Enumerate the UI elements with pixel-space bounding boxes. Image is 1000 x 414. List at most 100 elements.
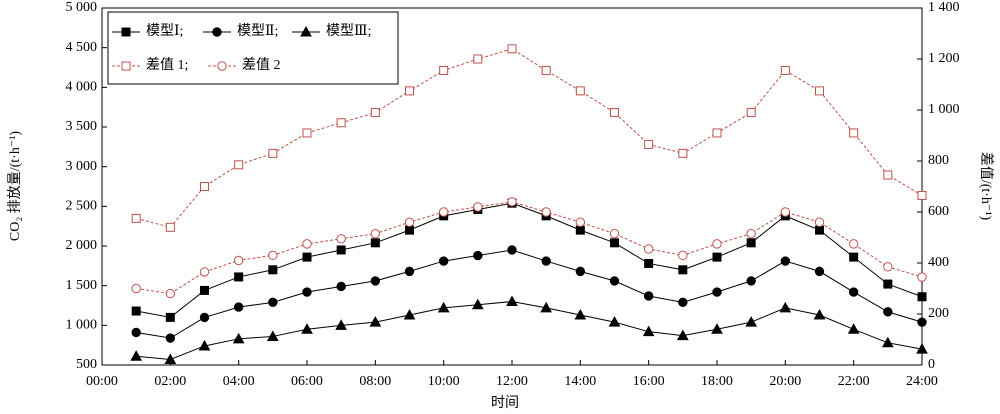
marker xyxy=(610,238,619,248)
x-tick-label: 12:00 xyxy=(496,374,528,389)
marker xyxy=(609,276,620,286)
marker xyxy=(883,170,893,180)
marker xyxy=(610,108,619,118)
marker xyxy=(848,287,859,297)
marker xyxy=(217,61,227,71)
y-tick-label: 4 500 xyxy=(66,40,98,55)
marker xyxy=(814,217,825,227)
marker xyxy=(370,108,380,118)
y-tick-label: 3 000 xyxy=(66,159,98,174)
y-tick-label: 1 500 xyxy=(66,278,98,293)
marker xyxy=(233,255,244,266)
series-line xyxy=(136,201,923,295)
marker xyxy=(336,245,346,255)
marker xyxy=(712,128,722,138)
marker xyxy=(849,252,859,262)
marker xyxy=(473,202,483,212)
marker xyxy=(131,306,141,316)
marker xyxy=(233,302,244,312)
x-tick-label: 06:00 xyxy=(291,374,323,389)
marker xyxy=(746,276,756,286)
marker xyxy=(302,128,312,138)
marker xyxy=(130,350,143,361)
marker xyxy=(541,256,551,266)
marker xyxy=(370,228,381,239)
x-tick-label: 10:00 xyxy=(428,374,460,389)
marker xyxy=(268,297,278,308)
marker xyxy=(507,44,517,54)
marker xyxy=(439,65,449,75)
marker xyxy=(131,213,141,223)
marker xyxy=(212,27,222,37)
marker xyxy=(164,353,177,364)
marker xyxy=(917,190,927,200)
marker xyxy=(917,272,927,282)
marker xyxy=(815,86,824,96)
series-line xyxy=(136,301,923,360)
marker xyxy=(165,222,175,232)
x-tick-label: 24:00 xyxy=(906,374,938,389)
marker xyxy=(644,258,654,268)
x-tick-label: 00:00 xyxy=(86,374,118,389)
marker xyxy=(746,108,756,118)
marker xyxy=(815,225,824,235)
marker xyxy=(643,244,654,254)
marker xyxy=(405,225,414,235)
marker xyxy=(232,332,245,344)
x-tick-label: 20:00 xyxy=(769,374,801,389)
marker xyxy=(370,276,381,286)
marker xyxy=(541,65,551,75)
legend-label: 差值 2 xyxy=(242,57,281,73)
marker xyxy=(779,301,792,313)
marker xyxy=(471,298,484,310)
x-tick-label: 02:00 xyxy=(154,374,186,389)
marker xyxy=(678,297,688,308)
marker xyxy=(404,266,415,277)
x-tick-label: 14:00 xyxy=(564,374,596,389)
marker xyxy=(438,207,449,217)
marker xyxy=(302,287,312,297)
x-tick-label: 18:00 xyxy=(701,374,733,389)
marker xyxy=(642,325,655,337)
marker xyxy=(199,267,210,277)
marker xyxy=(131,283,141,294)
marker xyxy=(266,330,279,341)
legend: 模型Ⅰ; 模型Ⅱ; 模型Ⅲ; 差值 1; 差值 2 xyxy=(107,11,399,85)
marker xyxy=(121,61,131,71)
marker xyxy=(336,281,346,292)
x-tick-label: 04:00 xyxy=(223,374,255,389)
marker xyxy=(881,336,894,348)
marker xyxy=(780,207,791,217)
marker xyxy=(131,327,141,338)
marker xyxy=(575,217,586,227)
marker xyxy=(268,250,278,261)
series-line xyxy=(136,249,923,339)
marker xyxy=(234,272,244,282)
marker xyxy=(506,295,518,307)
x-axis-label: 时间 xyxy=(491,395,519,411)
marker xyxy=(575,86,585,96)
marker xyxy=(404,217,415,227)
x-tick-label: 16:00 xyxy=(633,374,665,389)
y-tick-label: 2 000 xyxy=(66,238,98,253)
marker xyxy=(678,265,688,275)
marker xyxy=(473,54,483,64)
marker xyxy=(200,285,209,295)
marker xyxy=(917,317,927,327)
y-tick-label: 1 000 xyxy=(66,318,98,333)
marker xyxy=(847,323,860,334)
marker xyxy=(746,228,756,239)
marker xyxy=(165,333,176,343)
x-tick-label: 08:00 xyxy=(359,374,391,389)
marker xyxy=(540,301,553,313)
marker xyxy=(369,316,382,327)
marker xyxy=(712,287,722,297)
marker xyxy=(403,308,416,320)
marker xyxy=(883,307,893,317)
y-tick-label: 2 500 xyxy=(66,199,98,214)
marker xyxy=(780,256,791,266)
legend-label: 模型Ⅲ; xyxy=(326,23,371,39)
y-tick-label: 4 000 xyxy=(66,80,98,95)
y2-axis-label: 差值/(t·h⁻¹) xyxy=(978,152,994,221)
